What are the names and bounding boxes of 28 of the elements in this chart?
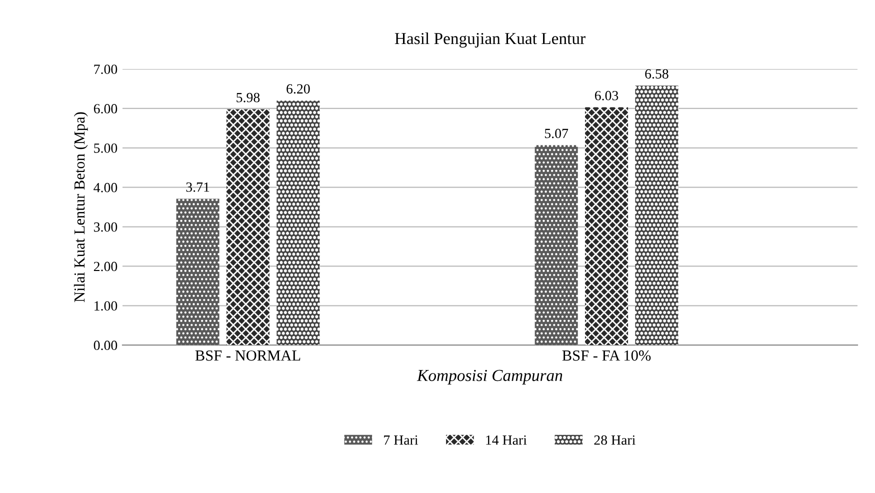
y-tick-label: 4.00 xyxy=(94,182,118,192)
legend-label: 28 Hari xyxy=(594,435,636,445)
bar xyxy=(635,86,678,346)
data-label: 6.58 xyxy=(645,69,668,79)
x-tick-label: BSF - FA 10% xyxy=(562,350,651,361)
data-label: 3.71 xyxy=(186,182,210,192)
bar xyxy=(534,145,578,346)
bar xyxy=(585,107,628,346)
bar xyxy=(226,109,270,346)
data-label: 5.07 xyxy=(544,128,568,138)
legend-label: 14 Hari xyxy=(486,435,527,445)
y-axis-title: Nilai Kuat Lentur Beton (Mpa) xyxy=(74,112,88,302)
chart-title: Hasil Pengujian Kuat Lentur xyxy=(394,32,586,48)
x-tick-label: BSF - NORMAL xyxy=(195,350,300,361)
bar xyxy=(276,100,320,346)
bar xyxy=(176,198,220,346)
y-tick-label: 2.00 xyxy=(94,262,118,272)
y-tick-label: 7.00 xyxy=(94,64,118,74)
y-tick-label: 0.00 xyxy=(94,340,118,350)
y-tick-label: 5.00 xyxy=(94,143,118,153)
y-tick-label: 6.00 xyxy=(94,104,118,114)
data-label: 5.98 xyxy=(236,92,260,102)
data-label: 6.03 xyxy=(594,90,618,100)
y-tick-label: 3.00 xyxy=(94,222,118,232)
legend-label: 7 Hari xyxy=(384,435,418,445)
y-tick-label: 1.00 xyxy=(94,301,118,311)
data-label: 6.20 xyxy=(286,84,310,94)
x-axis-title: Komposisi Campuran xyxy=(416,370,562,384)
